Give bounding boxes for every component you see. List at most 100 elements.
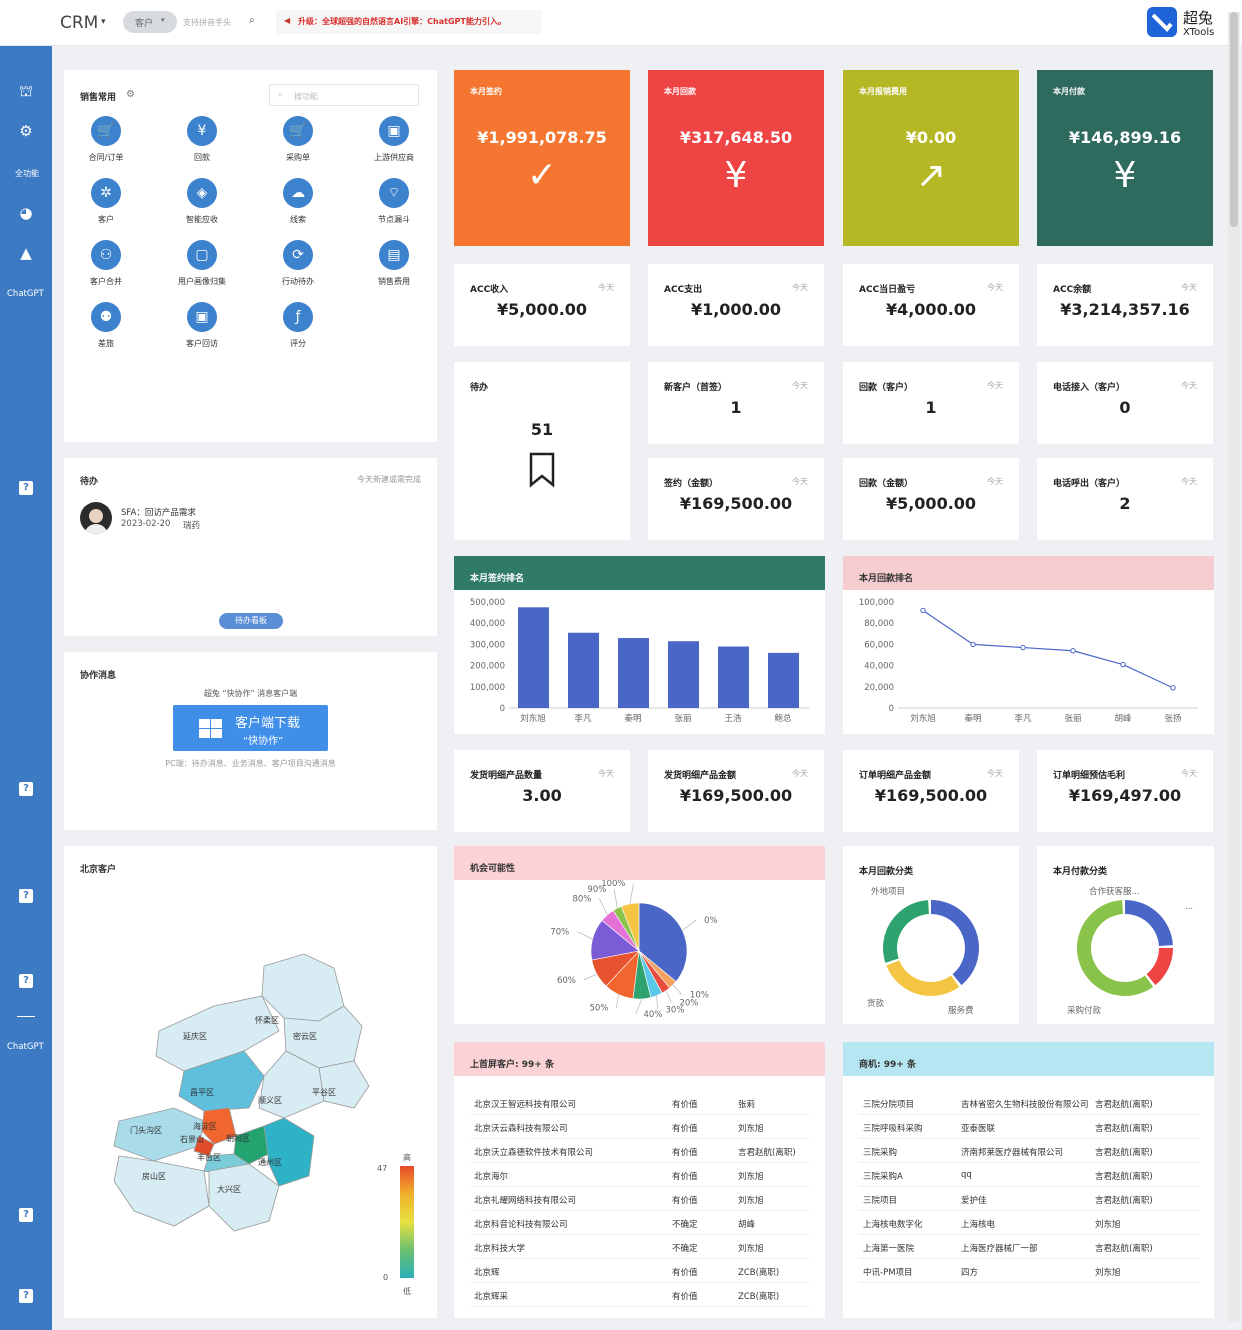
function-search-input[interactable]: ⌕ 搜功能: [269, 84, 419, 106]
list-item-name[interactable]: 北京科音论科技有限公司: [474, 1220, 568, 1230]
profile-icon[interactable]: ▢: [187, 240, 217, 270]
pie-chart[interactable]: 0% 10%20%30%40% 50% 60% 70% 80%90%100%: [454, 880, 825, 1024]
score-icon[interactable]: ƒ: [283, 302, 313, 332]
customers-icon[interactable]: ✲: [91, 178, 121, 208]
help-icon[interactable]: ?: [19, 481, 33, 495]
expense-icon[interactable]: ▤: [379, 240, 409, 270]
travel-icon[interactable]: ⚉: [91, 302, 121, 332]
quick-item-label[interactable]: 采购单: [286, 153, 310, 162]
kpi-card[interactable]: 电话接入（客户） 今天 0: [1037, 362, 1213, 444]
kpi-big-card[interactable]: 本月报销费用 ¥0.00 ↗: [843, 70, 1019, 246]
quick-item-label[interactable]: 智能应收: [186, 215, 218, 224]
beijing-map[interactable]: [64, 846, 437, 1318]
chart-area-icon[interactable]: ▲: [20, 244, 32, 262]
kpi-card[interactable]: 订单明细产品金额 今天 ¥169,500.00: [843, 750, 1019, 832]
quick-item-label[interactable]: 行动待办: [282, 277, 314, 286]
kpi-card[interactable]: 订单明细预估毛利 今天 ¥169,497.00: [1037, 750, 1213, 832]
scrollbar[interactable]: [1228, 12, 1240, 1322]
kpi-card[interactable]: 签约（金额） 今天 ¥169,500.00: [648, 458, 824, 540]
help-icon[interactable]: ?: [19, 974, 33, 988]
sidebar-chatgpt[interactable]: ChatGPT: [7, 289, 44, 299]
notice-bar[interactable]: ◀ 升级：全球超强的自然语言AI引擎：ChatGPT能力引入。: [276, 10, 542, 34]
client-download-button[interactable]: 客户端下载 “快协作”: [173, 705, 328, 751]
kpi-big-card[interactable]: 本月付款 ¥146,899.16 ¥: [1037, 70, 1213, 246]
todo-item-title[interactable]: SFA：回访产品需求: [121, 508, 196, 518]
quick-item-label[interactable]: 用户画像归集: [178, 277, 226, 286]
quick-item-label[interactable]: 评分: [290, 339, 306, 348]
gear-icon[interactable]: ⚙: [126, 89, 135, 100]
lead-icon[interactable]: ☁: [283, 178, 313, 208]
scrollbar-thumb[interactable]: [1230, 12, 1238, 227]
search-icon[interactable]: ⌕: [249, 15, 255, 26]
list-item-name[interactable]: 三院采购: [863, 1148, 898, 1158]
list-item-name[interactable]: 中讯-PM项目: [863, 1268, 913, 1278]
merge-icon[interactable]: ⚇: [91, 240, 121, 270]
list-item-name[interactable]: 北京礼耀网络科技有限公司: [474, 1196, 577, 1206]
sidebar-full-feature[interactable]: 全功能: [15, 169, 39, 178]
kpi-card[interactable]: 发货明细产品金额 今天 ¥169,500.00: [648, 750, 824, 832]
quick-item-label[interactable]: 合同/订单: [88, 153, 124, 162]
help-icon[interactable]: ?: [19, 889, 33, 903]
quick-item-label[interactable]: 差旅: [98, 339, 114, 348]
app-title[interactable]: CRM: [60, 13, 99, 33]
kpi-big-card[interactable]: 本月回款 ¥317,648.50 ¥: [648, 70, 824, 246]
help-icon[interactable]: ?: [19, 782, 33, 796]
todo-icon[interactable]: ⟳: [283, 240, 313, 270]
funnel-icon[interactable]: ⌔: [379, 178, 409, 208]
receivable-icon[interactable]: ◈: [187, 178, 217, 208]
quick-item-label[interactable]: 客户合并: [90, 277, 122, 286]
quick-item-label[interactable]: 客户: [98, 215, 114, 224]
label-line: [583, 973, 598, 981]
sitemap-icon[interactable]: ⛫: [19, 82, 33, 100]
kpi-big-card[interactable]: 本月签约 ¥1,991,078.75 ✓: [454, 70, 630, 246]
quick-item-label[interactable]: 回款: [194, 153, 210, 162]
yen-icon[interactable]: ¥: [187, 116, 217, 146]
quick-item-label[interactable]: 客户回访: [186, 339, 218, 348]
kpi-card[interactable]: ACC当日盈亏 今天 ¥4,000.00: [843, 264, 1019, 346]
kpi-card[interactable]: ACC收入 今天 ¥5,000.00: [454, 264, 630, 346]
list-item-name[interactable]: 上海核电数字化: [863, 1220, 923, 1230]
pending-card[interactable]: 待办 51: [454, 362, 630, 540]
list-item-name[interactable]: 三院呼吸科采购: [863, 1124, 923, 1134]
cart-icon[interactable]: 🛒: [91, 116, 121, 146]
quick-item-label[interactable]: 上游供应商: [374, 153, 414, 162]
module-select[interactable]: 客户 ▾: [123, 11, 177, 33]
help-icon[interactable]: ?: [19, 1208, 33, 1222]
chevron-down-icon[interactable]: ▾: [101, 17, 106, 27]
gears-icon[interactable]: ⚙: [19, 122, 33, 140]
list-item-name[interactable]: 北京沃云森科技有限公司: [474, 1124, 568, 1134]
list-item-name[interactable]: 北京海尔: [474, 1172, 509, 1182]
list-item-name[interactable]: 北京沃立森德软件技术有限公司: [474, 1148, 594, 1158]
kpi-card[interactable]: ACC支出 今天 ¥1,000.00: [648, 264, 824, 346]
list-item-name[interactable]: 北京科技大学: [474, 1244, 526, 1254]
todo-board-button[interactable]: 待办看板: [219, 613, 283, 629]
list-item-name[interactable]: 北京汉王智远科技有限公司: [474, 1100, 577, 1110]
list-item-name[interactable]: 三院分院项目: [863, 1100, 915, 1110]
sidebar-chatgpt[interactable]: ChatGPT: [7, 1042, 44, 1052]
search-input[interactable]: 支持拼音手头: [183, 18, 231, 27]
kpi-card[interactable]: ACC余额 今天 ¥3,214,357.16: [1037, 264, 1213, 346]
list-item-name[interactable]: 北京辉采: [474, 1292, 509, 1302]
quick-item-label[interactable]: 销售费用: [378, 277, 410, 286]
bar-chart[interactable]: 500,000 400,000 300,000 200,000 100,000 0 刘东旭 李…: [454, 590, 825, 734]
list-item-name[interactable]: 三院采购A: [863, 1172, 903, 1182]
kpi-card[interactable]: 回款（客户） 今天 1: [843, 362, 1019, 444]
supplier-icon[interactable]: ▣: [379, 116, 409, 146]
kpi-card[interactable]: 电话呼出（客户） 今天 2: [1037, 458, 1213, 540]
help-icon[interactable]: ?: [19, 1289, 33, 1303]
revisit-icon[interactable]: ▣: [187, 302, 217, 332]
line-chart[interactable]: 100,000 80,000 60,000 40,000 20,000 0 刘东旭 秦明 李凡 张…: [843, 590, 1214, 734]
quick-item-label[interactable]: 节点漏斗: [378, 215, 410, 224]
kpi-card[interactable]: 发货明细产品数量 今天 3.00: [454, 750, 630, 832]
purchase-cart-icon[interactable]: 🛒: [283, 116, 313, 146]
list-item-name[interactable]: 上海第一医院: [863, 1244, 915, 1254]
dashboard-icon[interactable]: ◕: [19, 204, 33, 222]
bar: [768, 652, 799, 708]
list-item-name[interactable]: 三院项目: [863, 1196, 898, 1206]
quick-item-label[interactable]: 线索: [290, 215, 306, 224]
list-item-name[interactable]: 北京辉: [474, 1268, 500, 1278]
kpi-card[interactable]: 回款（金额） 今天 ¥5,000.00: [843, 458, 1019, 540]
donut-chart[interactable]: 合作获客服...... 采购付款: [1037, 876, 1214, 1024]
kpi-card[interactable]: 新客户（首签） 今天 1: [648, 362, 824, 444]
